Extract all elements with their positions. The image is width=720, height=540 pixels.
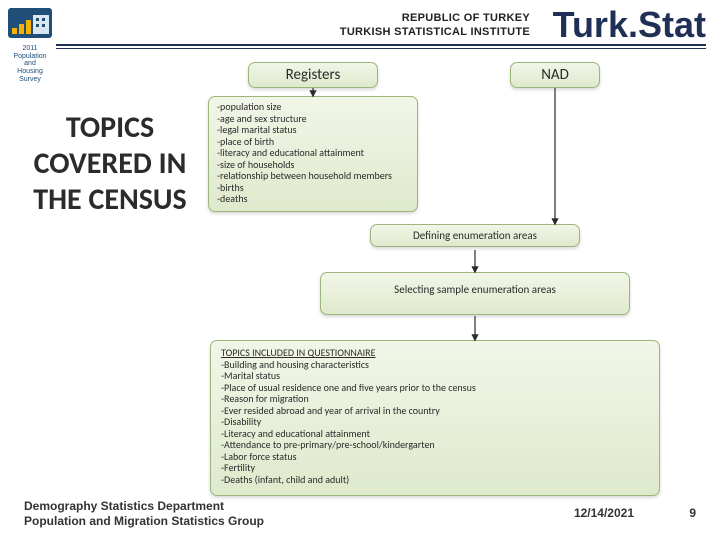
box-questionnaire: TOPICS INCLUDED IN QUESTIONNAIRE-Buildin… xyxy=(210,340,660,496)
registers-topic-item: -relationship between household members xyxy=(217,170,409,182)
box-defining-areas-label: Defining enumeration areas xyxy=(413,229,537,242)
header-line2: TURKISH STATISTICAL INSTITUTE xyxy=(340,26,530,38)
registers-topic-item: -literacy and educational attainment xyxy=(217,147,409,159)
header-rule-thick xyxy=(56,44,706,46)
questionnaire-item: -Deaths (infant, child and adult) xyxy=(221,474,649,486)
footer-date: 12/14/2021 xyxy=(574,506,634,520)
box-nad-label: NAD xyxy=(541,66,569,84)
box-registers-label: Registers xyxy=(286,66,341,84)
logo-caption-l2: Population and xyxy=(8,53,52,68)
questionnaire-item: -Labor force status xyxy=(221,451,649,463)
box-registers: Registers xyxy=(248,62,378,88)
box-defining-areas: Defining enumeration areas xyxy=(370,224,580,247)
box-nad: NAD xyxy=(510,62,600,88)
registers-topic-item: -legal marital status xyxy=(217,124,409,136)
footer-dept-l2: Population and Migration Statistics Grou… xyxy=(24,514,264,530)
footer-page: 9 xyxy=(689,506,696,520)
brand-dot: . xyxy=(628,4,638,45)
brand-right: Stat xyxy=(638,4,706,45)
logo: 2011 Population and Housing Survey xyxy=(8,8,52,83)
logo-caption-l3: Housing Survey xyxy=(8,68,52,83)
questionnaire-item: -Attendance to pre-primary/pre-school/ki… xyxy=(221,439,649,451)
box-selecting-areas-label: Selecting sample enumeration areas xyxy=(394,283,556,296)
brand: Turk.Stat xyxy=(553,4,706,46)
header-line1: REPUBLIC OF TURKEY xyxy=(402,12,530,24)
questionnaire-item: -Disability xyxy=(221,416,649,428)
box-registers-topics: -population size-age and sex structure-l… xyxy=(208,96,418,212)
questionnaire-item: -Marital status xyxy=(221,370,649,382)
brand-left: Turk xyxy=(553,4,628,45)
slide-title: TOPICS COVERED IN THE CENSUS xyxy=(30,110,190,218)
logo-caption-l1: 2011 xyxy=(8,45,52,53)
questionnaire-item: -Ever resided abroad and year of arrival… xyxy=(221,405,649,417)
footer-department: Demography Statistics Department Populat… xyxy=(24,499,264,530)
registers-topic-item: -deaths xyxy=(217,193,409,205)
registers-topic-item: -population size xyxy=(217,101,409,113)
turkstat-logo-icon xyxy=(8,8,52,43)
footer-dept-l1: Demography Statistics Department xyxy=(24,499,264,515)
logo-caption: 2011 Population and Housing Survey xyxy=(8,45,52,83)
box-selecting-areas: Selecting sample enumeration areas xyxy=(320,272,630,315)
questionnaire-item: -Reason for migration xyxy=(221,393,649,405)
header: 2011 Population and Housing Survey REPUB… xyxy=(0,8,720,66)
questionnaire-title: TOPICS INCLUDED IN QUESTIONNAIRE xyxy=(221,347,649,359)
questionnaire-item: -Fertility xyxy=(221,462,649,474)
header-rule-thin xyxy=(56,48,706,49)
questionnaire-item: -Building and housing characteristics xyxy=(221,359,649,371)
